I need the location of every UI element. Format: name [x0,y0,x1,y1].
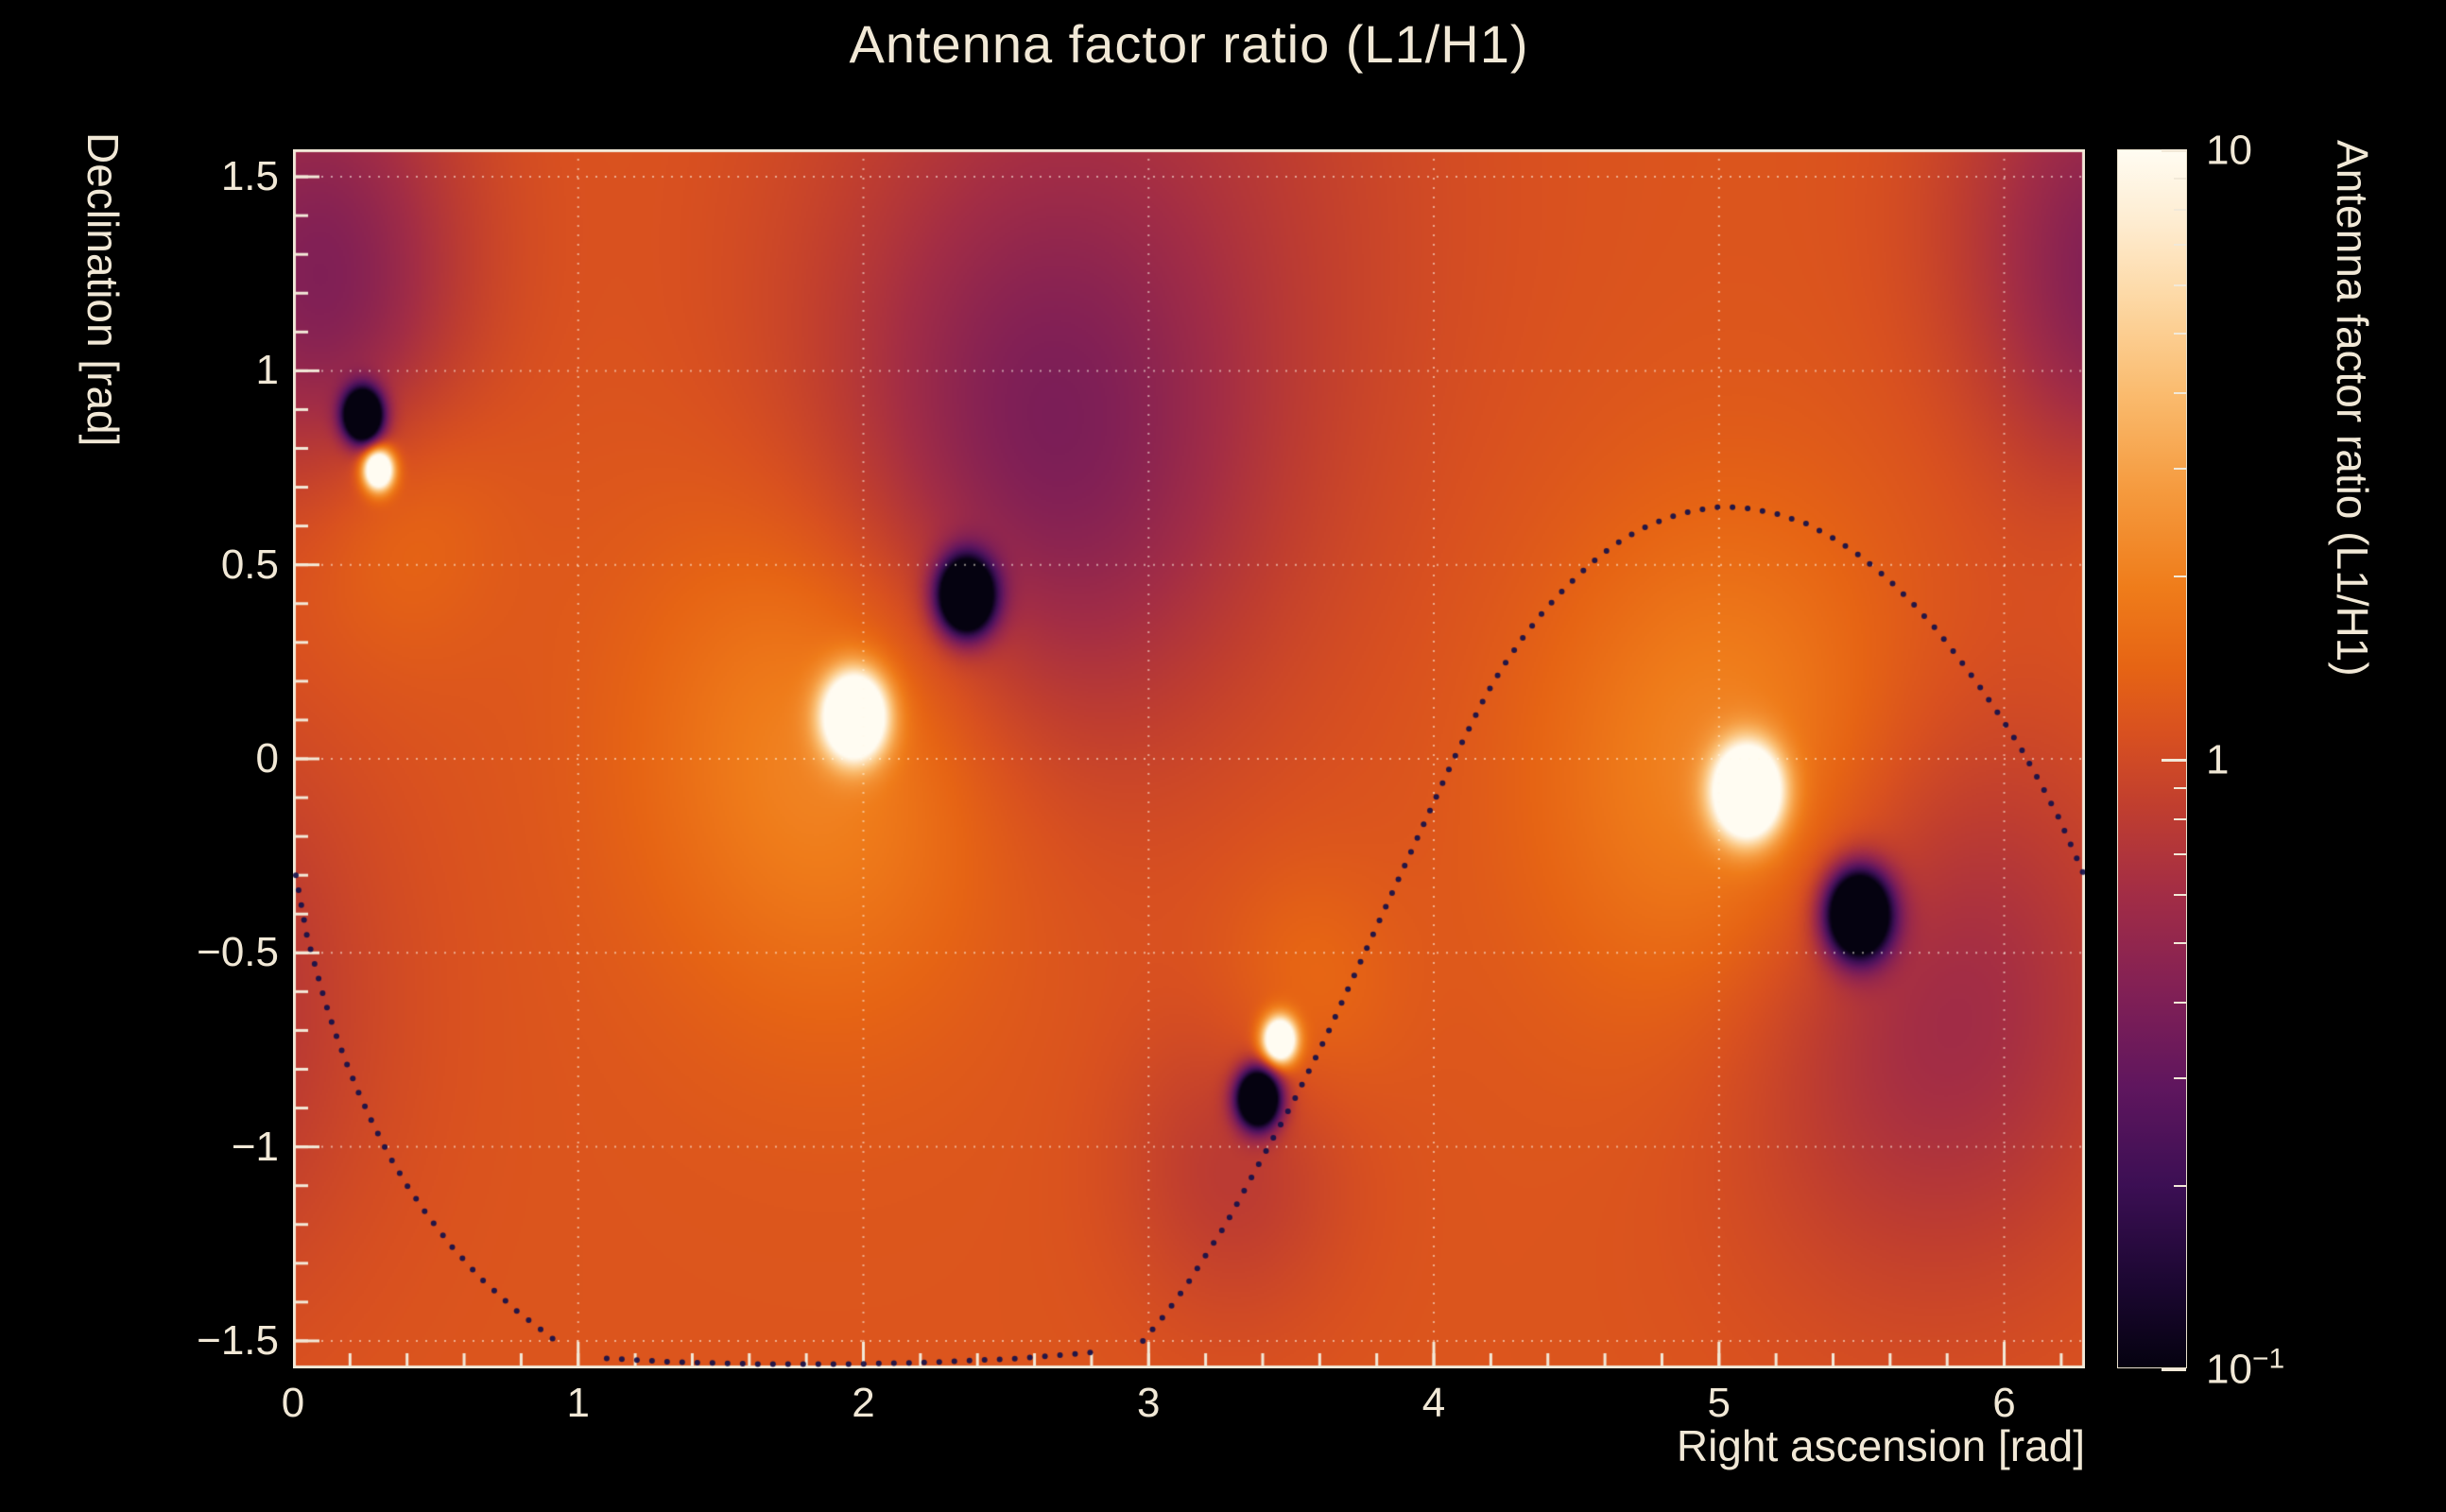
y-tick-label: −0.5 [197,929,279,976]
y-tick-label: 1 [255,347,279,394]
colorbar-tick [2174,817,2186,820]
x-tick-label: 2 [852,1380,875,1426]
colorbar-tick [2174,177,2186,180]
colorbar-tick [2174,942,2186,945]
plot-title: Antenna factor ratio (L1/H1) [849,14,1529,74]
colorbar-tick [2174,1001,2186,1004]
colorbar-gradient [2117,149,2187,1371]
y-tick-label: −1 [231,1123,279,1170]
colorbar-label-mid: 1 [2206,736,2230,783]
y-tick-label: 1.5 [220,153,279,200]
y-tick-label: 0.5 [220,541,279,588]
plot-overlay-canvas [293,149,2085,1368]
y-tick-label: −1.5 [197,1316,279,1364]
colorbar-tick [2174,1077,2186,1080]
colorbar-tick [2174,243,2186,246]
colorbar-label-top: 10 [2206,127,2252,174]
colorbar-title: Antenna factor ratio (L1/H1) [2328,140,2377,677]
colorbar-tick [2174,1184,2186,1187]
x-axis-title: Right ascension [rad] [1676,1421,2085,1470]
x-tick-label: 4 [1421,1380,1446,1426]
colorbar-tick [2174,786,2186,789]
colorbar-label-bottom: 10−1 [2206,1343,2285,1393]
x-tick-label: 5 [1707,1380,1731,1426]
colorbar-tick [2174,468,2186,471]
colorbar-tick [2174,391,2186,394]
colorbar-tick [2162,1368,2186,1371]
x-tick-label: 3 [1137,1380,1161,1426]
colorbar-tick [2174,575,2186,577]
colorbar-tick [2174,333,2186,335]
colorbar-tick [2174,208,2186,211]
x-tick-label: 6 [1992,1380,2016,1426]
x-tick-label: 0 [281,1380,305,1426]
colorbar-tick [2174,284,2186,287]
y-axis-title: Declination [rad] [78,132,128,447]
heatmap-frame [293,149,2085,1368]
x-tick-label: 1 [566,1380,590,1426]
colorbar-tick [2162,759,2186,762]
y-tick-label: 0 [255,735,279,782]
colorbar-tick [2174,894,2186,897]
colorbar-tick [2174,852,2186,855]
colorbar-tick [2162,149,2186,152]
